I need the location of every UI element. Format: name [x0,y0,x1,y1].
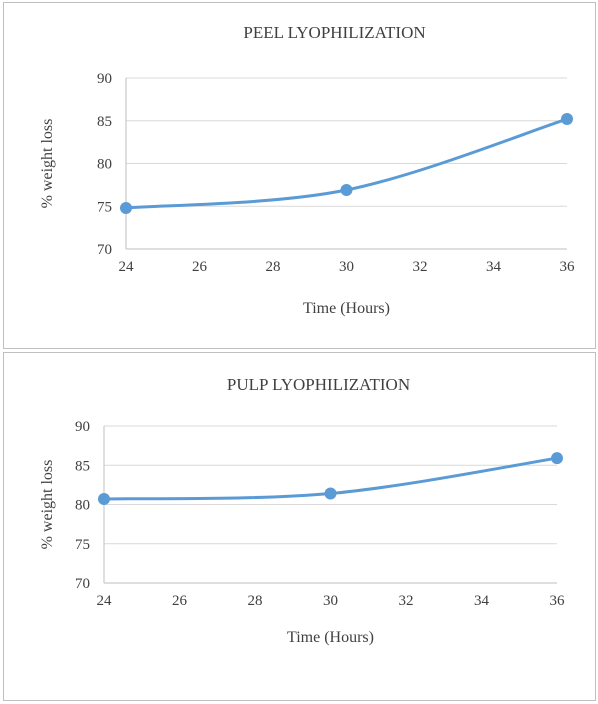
x-axis-label: Time (Hours) [303,300,390,317]
x-tick-label: 30 [339,259,354,275]
x-tick-label: 32 [413,259,428,275]
x-tick-label: 36 [560,259,576,275]
y-tick-label: 90 [75,419,90,435]
peel-chart: PEEL LYOPHILIZATION 70 75 80 85 90 24 26 28 30 32 3… [39,23,576,317]
y-axis-label: % weight loss [39,119,56,209]
data-point [120,201,132,214]
y-tick-label: 75 [75,537,90,553]
x-tick-label: 24 [119,259,135,275]
data-point [551,452,563,465]
y-tick-label: 90 [97,71,112,87]
pulp-chart-panel: PULP LYOPHILIZATION 70 75 80 85 90 24 26 28 30 32 3… [3,352,596,701]
peel-chart-panel: PEEL LYOPHILIZATION 70 75 80 85 90 24 26 28 30 32 3… [3,2,596,349]
data-point [98,493,110,506]
y-tick-label: 70 [97,242,112,258]
chart-title: PULP LYOPHILIZATION [227,375,410,394]
y-tick-label: 80 [75,498,90,514]
data-point [340,184,353,197]
x-tick-label: 26 [172,593,188,609]
x-tick-label: 28 [248,593,263,609]
x-tick-label: 24 [97,593,113,609]
y-tick-label: 70 [75,576,90,592]
x-tick-label: 36 [550,593,566,609]
x-tick-label: 28 [266,259,281,275]
y-tick-label: 85 [75,458,90,474]
y-axis-label: % weight loss [39,460,56,550]
pulp-chart: PULP LYOPHILIZATION 70 75 80 85 90 24 26 28 30 32 3… [39,375,566,646]
chart-title: PEEL LYOPHILIZATION [243,23,425,42]
x-tick-label: 26 [192,259,208,275]
x-tick-label: 30 [323,593,338,609]
y-tick-label: 75 [97,199,112,215]
x-tick-label: 34 [486,259,502,275]
x-tick-label: 34 [474,593,490,609]
y-tick-label: 85 [97,114,112,130]
x-tick-label: 32 [399,593,414,609]
data-point [324,487,337,500]
data-point [561,113,573,126]
y-tick-label: 80 [97,157,112,173]
x-axis-label: Time (Hours) [287,629,374,646]
